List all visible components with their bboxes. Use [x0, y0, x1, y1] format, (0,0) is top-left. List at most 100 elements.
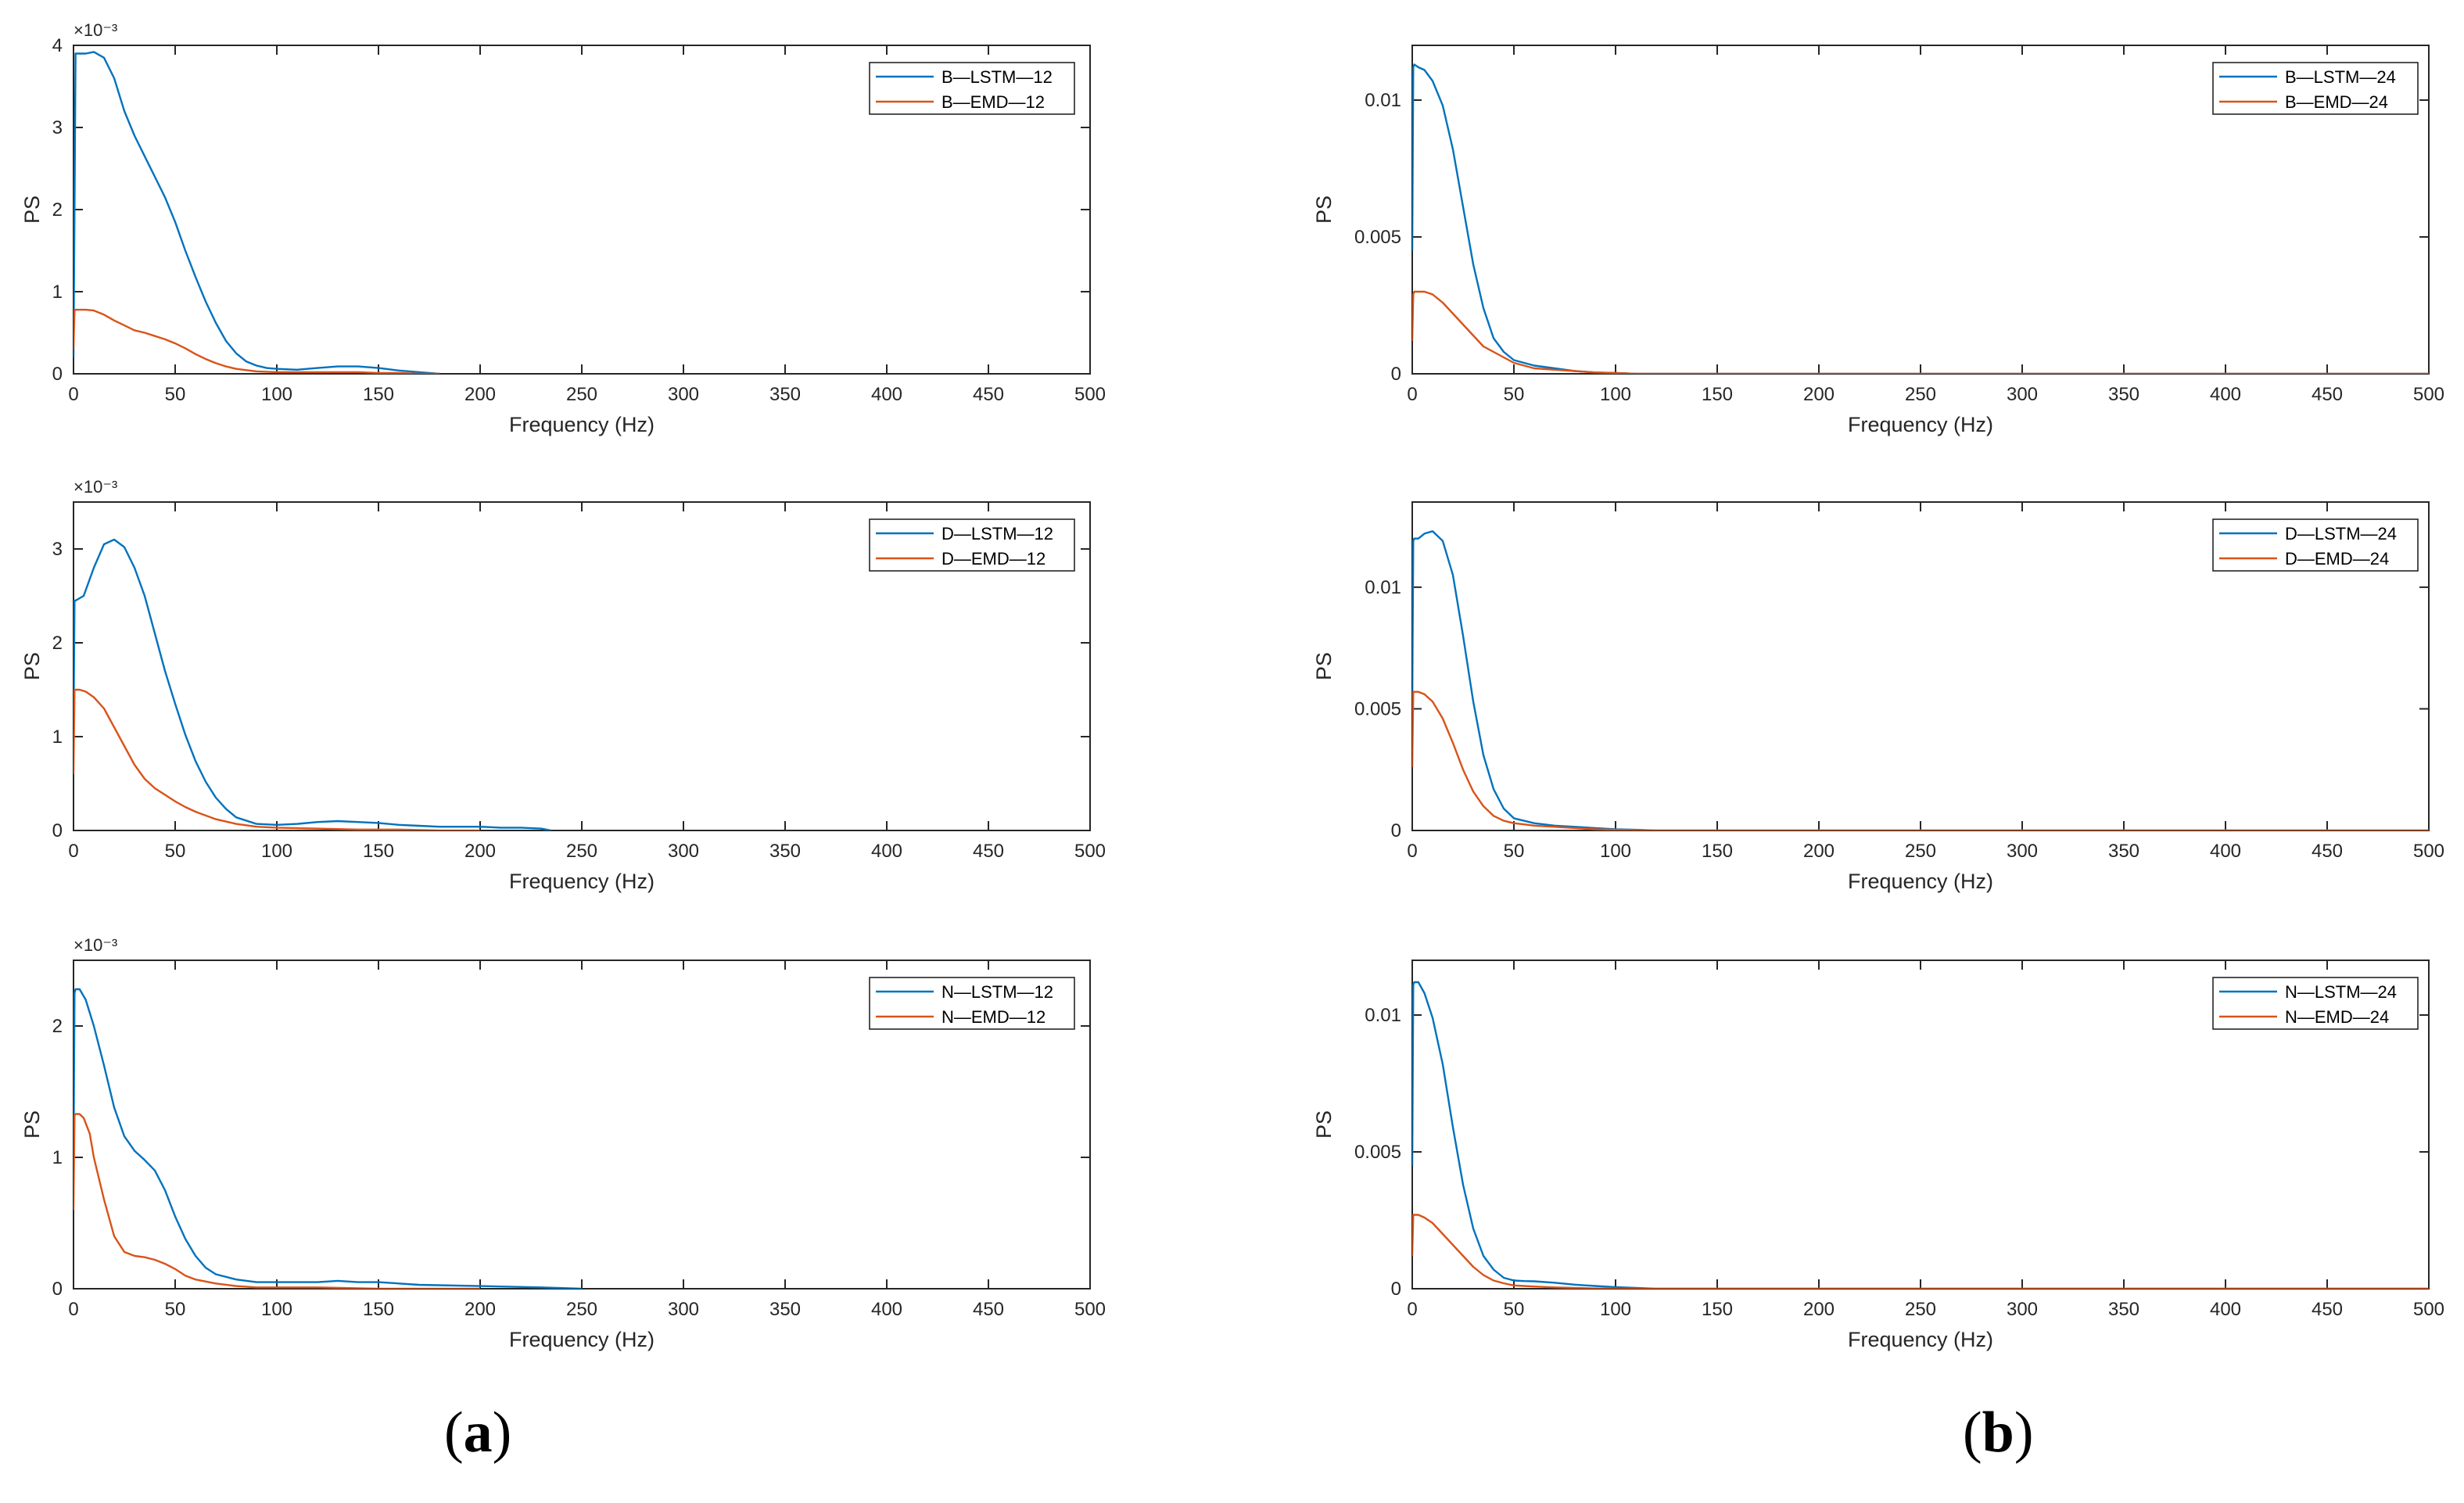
x-tick-label: 500: [1074, 384, 1106, 405]
legend-entry: D—LSTM—24: [2285, 524, 2397, 543]
panel-label-b: (b): [1963, 1400, 2033, 1466]
x-tick-label: 100: [261, 1299, 292, 1320]
y-axis-label: PS: [1312, 195, 1336, 224]
series-line-emd: [74, 308, 439, 374]
x-tick-label: 100: [1600, 841, 1631, 862]
x-tick-label: 100: [1600, 384, 1631, 405]
panel-label-b-open: (: [1963, 1401, 1982, 1465]
chart-a3: 0 50 100 150 200 250 300 350 400 450 500 0 1 2 ×10⁻³ Fr…: [20, 935, 1106, 1351]
x-tick-label: 450: [2312, 384, 2343, 405]
legend-entry: B—EMD—24: [2285, 92, 2388, 112]
x-axis-label: Frequency (Hz): [1848, 1328, 1993, 1351]
chart-b2: 0 50 100 150 200 250 300 350 400 450 500 0 0.005 0.01…: [1312, 501, 2444, 893]
x-tick-label: 350: [2108, 1299, 2139, 1320]
x-tick-label: 200: [1803, 1299, 1835, 1320]
x-tick-label: 150: [1702, 384, 1733, 405]
x-tick-label: 450: [973, 384, 1004, 405]
y-axis-label: PS: [20, 652, 44, 680]
y-axis-label: PS: [1312, 1110, 1336, 1139]
panel-label-a-open: (: [444, 1401, 464, 1465]
x-tick-label: 350: [2108, 841, 2139, 862]
x-tick-label: 350: [769, 1299, 801, 1320]
x-tick-label: 400: [871, 841, 902, 862]
y-tick-label: 0.01: [1365, 90, 1401, 111]
x-tick-label: 500: [1074, 1299, 1106, 1320]
legend: D—LSTM—12 D—EMD—12: [869, 518, 1075, 572]
y-tick-label: 0: [1391, 1279, 1401, 1300]
x-tick-label: 0: [68, 1299, 78, 1320]
y-exponent-label: ×10⁻³: [74, 477, 117, 497]
legend-entry: D—EMD—12: [941, 549, 1045, 569]
x-tick-label: 0: [68, 384, 78, 405]
y-tick-label: 0: [52, 820, 63, 841]
panel-label-a: (a): [444, 1400, 511, 1466]
x-tick-label: 300: [2007, 1299, 2038, 1320]
x-tick-label: 400: [871, 1299, 902, 1320]
x-tick-label: 250: [1905, 384, 1936, 405]
x-tick-label: 150: [1702, 841, 1733, 862]
legend-box: [869, 977, 1075, 1030]
x-axis-label: Frequency (Hz): [1848, 870, 1993, 893]
x-tick-label: 150: [363, 1299, 394, 1320]
y-axis-label: PS: [20, 195, 44, 224]
x-tick-label: 150: [363, 841, 394, 862]
x-tick-label: 350: [769, 841, 801, 862]
y-tick-label: 1: [52, 726, 63, 748]
legend: B—LSTM—24 B—EMD—24: [2212, 62, 2419, 115]
series-line-lstm: [74, 51, 440, 374]
x-tick-label: 400: [2210, 841, 2241, 862]
x-tick-label: 150: [363, 384, 394, 405]
legend-entry: D—EMD—24: [2285, 549, 2389, 569]
x-tick-label: 200: [464, 384, 496, 405]
legend-box: [2212, 518, 2419, 572]
y-tick-label: 1: [52, 282, 63, 303]
x-tick-label: 400: [2210, 384, 2241, 405]
legend-entry: B—EMD—12: [941, 92, 1045, 112]
x-tick-label: 100: [261, 384, 292, 405]
y-exponent-label: ×10⁻³: [74, 20, 117, 40]
legend-entry: D—LSTM—12: [941, 524, 1053, 543]
x-axis-label: Frequency (Hz): [509, 870, 655, 893]
x-tick-label: 450: [2312, 841, 2343, 862]
y-axis-label: PS: [20, 1110, 44, 1139]
x-tick-label: 50: [1504, 841, 1525, 862]
legend-entry: N—LSTM—24: [2285, 982, 2397, 1002]
x-tick-label: 250: [566, 1299, 597, 1320]
x-tick-label: 0: [1407, 1299, 1417, 1320]
y-tick-label: 0.005: [1354, 227, 1401, 248]
legend: B—LSTM—12 B—EMD—12: [869, 62, 1075, 115]
x-tick-label: 300: [2007, 841, 2038, 862]
x-tick-label: 450: [2312, 1299, 2343, 1320]
y-tick-label: 0.01: [1365, 1005, 1401, 1026]
x-axis-label: Frequency (Hz): [509, 1328, 655, 1351]
y-tick-label: 0: [52, 364, 63, 385]
chart-a1: 0 50 100 150 200 250 300 350 400 450 500 0 1 2 3 4 ×10⁻³…: [20, 20, 1106, 436]
x-tick-label: 50: [1504, 384, 1525, 405]
series-line-emd: [1412, 1214, 2429, 1289]
x-tick-label: 200: [1803, 384, 1835, 405]
x-tick-label: 50: [165, 1299, 186, 1320]
x-tick-label: 400: [2210, 1299, 2241, 1320]
series-line-lstm: [1412, 530, 2429, 830]
x-tick-label: 300: [668, 841, 699, 862]
y-tick-label: 3: [52, 117, 63, 138]
panel-label-b-letter: b: [1982, 1401, 2014, 1465]
legend-box: [2212, 977, 2419, 1030]
chart-a2: 0 50 100 150 200 250 300 350 400 450 500 0 1 2 3 ×10⁻³ F…: [20, 477, 1106, 893]
y-tick-label: 2: [52, 1016, 63, 1037]
x-tick-label: 50: [165, 841, 186, 862]
panel-label-a-close: ): [492, 1401, 512, 1465]
panel-label-a-letter: a: [463, 1401, 493, 1465]
x-tick-label: 500: [2413, 841, 2444, 862]
legend-box: [2212, 62, 2419, 115]
y-exponent-label: ×10⁻³: [74, 935, 117, 955]
x-tick-label: 50: [165, 384, 186, 405]
y-tick-label: 2: [52, 633, 63, 654]
legend-entry: B—LSTM—12: [941, 67, 1053, 87]
y-tick-label: 3: [52, 539, 63, 560]
legend: N—LSTM—12 N—EMD—12: [869, 977, 1075, 1030]
x-tick-label: 100: [261, 841, 292, 862]
x-tick-label: 350: [769, 384, 801, 405]
legend-box: [869, 518, 1075, 572]
